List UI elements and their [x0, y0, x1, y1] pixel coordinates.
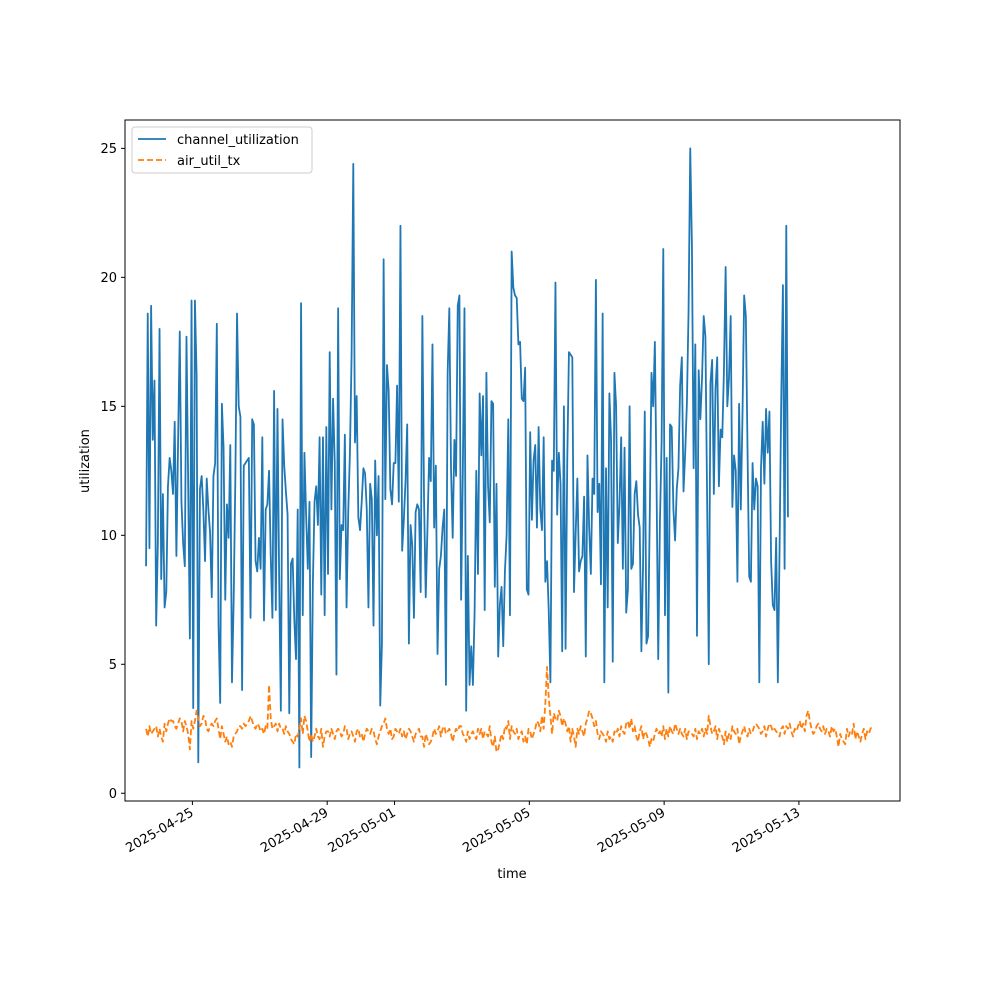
- legend-label-air-util-tx: air_util_tx: [177, 154, 241, 169]
- y-tick-label: 15: [100, 400, 117, 415]
- y-tick-label: 0: [109, 787, 117, 802]
- y-tick-label: 5: [109, 658, 117, 673]
- y-tick-label: 20: [100, 271, 117, 286]
- plot-area: [145, 147, 873, 769]
- series-line-air-util-tx: [145, 665, 873, 753]
- x-axis-label: time: [497, 867, 526, 882]
- y-axis-label: utilization: [78, 429, 93, 493]
- series-layer: [145, 147, 873, 769]
- axes-frame: [124, 119, 901, 802]
- series-line-channel-utilization: [145, 147, 789, 769]
- legend: channel_utilization air_util_tx: [131, 126, 313, 174]
- legend-label-channel-utilization: channel_utilization: [177, 133, 299, 148]
- y-axis-ticks: 0 5 10 15 20 25: [100, 142, 125, 802]
- y-tick-label: 25: [100, 142, 117, 157]
- legend-box: [131, 126, 313, 174]
- y-tick-label: 10: [100, 529, 117, 544]
